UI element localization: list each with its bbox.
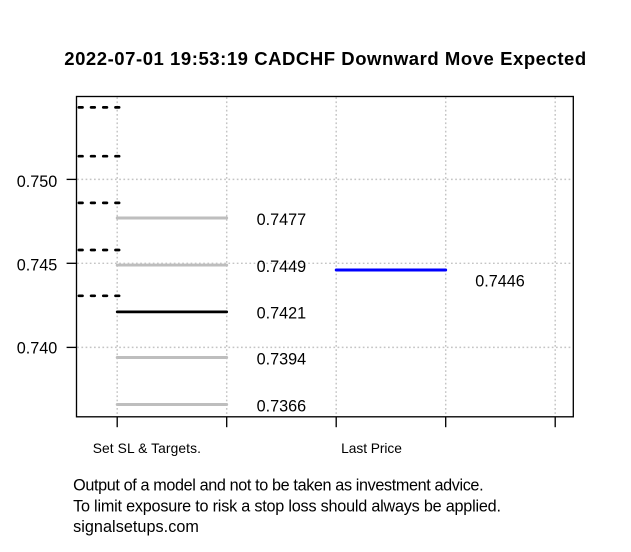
svg-text:To limit exposure to risk a st: To limit exposure to risk a stop loss sh…: [73, 497, 501, 515]
svg-text:0.7446: 0.7446: [475, 273, 525, 291]
svg-text:signalsetups.com: signalsetups.com: [73, 518, 199, 536]
svg-text:Output of a model and not to b: Output of a model and not to be taken as…: [73, 477, 483, 495]
svg-text:2022-07-01 19:53:19 CADCHF Dow: 2022-07-01 19:53:19 CADCHF Downward Move…: [64, 48, 587, 69]
svg-text:0.740: 0.740: [17, 340, 58, 358]
svg-text:Last Price: Last Price: [341, 441, 402, 456]
svg-text:0.7366: 0.7366: [257, 397, 307, 415]
svg-text:0.7421: 0.7421: [257, 305, 307, 323]
svg-text:0.7394: 0.7394: [257, 350, 307, 368]
svg-text:0.7477: 0.7477: [257, 211, 307, 229]
svg-text:0.745: 0.745: [17, 257, 58, 275]
svg-text:0.7449: 0.7449: [257, 258, 307, 276]
svg-text:0.750: 0.750: [17, 173, 58, 191]
svg-text:Set SL & Targets.: Set SL & Targets.: [93, 441, 201, 456]
